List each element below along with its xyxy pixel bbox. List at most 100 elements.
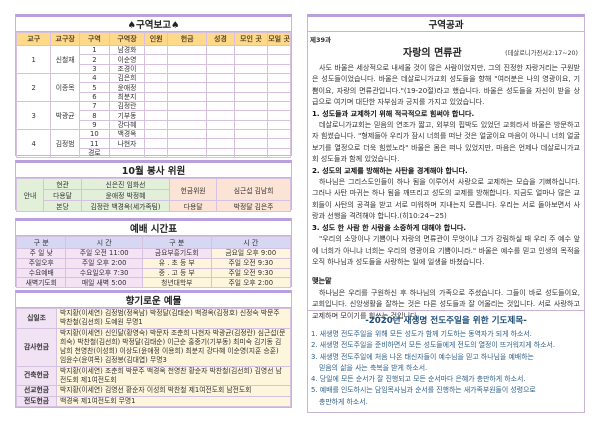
prayer-text-cont: 충만하게 하소서.: [319, 397, 368, 406]
district-report-title: ♠구역보고♠: [16, 17, 291, 32]
blank-cell[interactable]: [167, 73, 208, 84]
zone-leader: 김정란: [108, 101, 146, 112]
blank-cell[interactable]: [233, 44, 269, 56]
blank-cell[interactable]: [167, 110, 208, 121]
blank-cell[interactable]: [167, 129, 208, 140]
blank-cell[interactable]: [233, 54, 269, 65]
blank-cell[interactable]: [167, 54, 208, 65]
donor-names: 박지황(이세연) 김영선 황순자 이성희 박찬철 제1여전도회 남전도회: [56, 385, 291, 397]
table-row: 3 조경이: [17, 63, 291, 75]
table-row: 5 윤애정: [17, 82, 291, 93]
column-header: 인원: [144, 32, 169, 46]
prayer-topics: -2020년 새생명 전도주일을 위한 기도제목- 1. 새생명 전도주일을 위…: [307, 310, 585, 413]
zone-leader: 김은희: [108, 73, 146, 84]
blank-cell[interactable]: [267, 54, 291, 65]
blank-cell[interactable]: [233, 73, 269, 84]
blank-cell[interactable]: [267, 44, 291, 56]
names: 윤애정 박정혜: [81, 189, 170, 201]
table-row: 주 일 낮 주일 오전 11:00 금요부흥기도회 금요일 오후 9:00: [15, 248, 292, 259]
offering-names: 심근섭 김남희: [216, 178, 291, 201]
offering-type: 십일조: [16, 308, 57, 329]
blank-cell[interactable]: [267, 119, 291, 131]
blank-cell[interactable]: [206, 110, 235, 121]
column-header: 시 간: [210, 236, 292, 249]
blank-cell[interactable]: [233, 138, 269, 149]
blank-cell[interactable]: [233, 110, 269, 121]
zone-leader: 최분지: [108, 91, 146, 103]
blank-cell[interactable]: [206, 63, 235, 75]
service-name: 주일오후: [15, 257, 67, 269]
blank-cell[interactable]: [206, 91, 235, 103]
blank-cell[interactable]: [144, 44, 169, 56]
column-header: 모일 곳: [267, 32, 291, 46]
blank-cell[interactable]: [144, 119, 169, 131]
blank-cell[interactable]: [233, 129, 269, 140]
column-header: 구 분: [15, 236, 67, 249]
blank-cell[interactable]: [206, 54, 235, 65]
time: 수요일오후 7:30: [65, 267, 143, 279]
blank-cell[interactable]: [144, 110, 169, 121]
blank-cell[interactable]: [233, 82, 269, 93]
service-name: 청년대학부: [141, 277, 212, 289]
blank-cell[interactable]: [267, 101, 291, 112]
zone-leader: 나현자: [108, 138, 146, 149]
blank-cell[interactable]: [144, 73, 169, 84]
blank-cell[interactable]: [233, 147, 269, 159]
zone-leader: 조경이: [108, 63, 146, 75]
names: 박정달 김은주: [216, 200, 291, 212]
blank-cell[interactable]: [167, 44, 208, 56]
parish-leader: 이종목: [50, 73, 80, 103]
blank-cell[interactable]: [144, 129, 169, 140]
blank-cell[interactable]: [233, 119, 269, 131]
prayer-text: 5. 예배를 인도하시는 담임목사님과 순서를 진행하는 새가족부원들이 성령으…: [311, 386, 536, 395]
blank-cell[interactable]: [167, 147, 208, 159]
zone-leader: 백경옥: [108, 129, 146, 140]
blank-cell[interactable]: [144, 82, 169, 93]
blank-cell[interactable]: [233, 101, 269, 112]
blank-cell[interactable]: [206, 82, 235, 93]
blank-cell[interactable]: [267, 63, 291, 75]
offering-type: 전도헌금: [16, 395, 57, 407]
lesson-reference: (데살로니가전서2:17~20): [505, 50, 578, 57]
blank-cell[interactable]: [167, 82, 208, 93]
blank-cell[interactable]: [267, 91, 291, 103]
column-header: 모인 곳: [233, 32, 269, 46]
blank-cell[interactable]: [144, 91, 169, 103]
offerings: 향기로운 예물 십일조 박지황(이세연) 김정범(정옥남) 박정달(김태순) 백경…: [15, 290, 292, 408]
place: 현관: [43, 178, 82, 190]
blank-cell[interactable]: [206, 73, 235, 84]
blank-cell[interactable]: [167, 91, 208, 103]
blank-cell[interactable]: [267, 73, 291, 84]
blank-cell[interactable]: [167, 119, 208, 131]
guide-label: 안내: [16, 178, 44, 212]
blank-cell[interactable]: [206, 147, 235, 159]
service-name: 주 일 낮: [15, 248, 67, 259]
blank-cell[interactable]: [144, 138, 169, 149]
blank-cell[interactable]: [167, 101, 208, 112]
blank-cell[interactable]: [267, 82, 291, 93]
lesson-number: 제39과: [310, 36, 332, 44]
zone-no: 5: [78, 82, 110, 93]
blank-cell[interactable]: [167, 63, 208, 75]
blank-cell[interactable]: [206, 101, 235, 112]
blank-cell[interactable]: [144, 63, 169, 75]
blank-cell[interactable]: [206, 129, 235, 140]
blank-cell[interactable]: [144, 101, 169, 112]
blank-cell[interactable]: [267, 129, 291, 140]
blank-cell[interactable]: [267, 147, 291, 159]
blank-cell[interactable]: [206, 119, 235, 131]
table-row: 건축헌금 박지황(이세연) 조춘희 박문주 백경옥 천영찬 황순자 박찬철(김선희…: [16, 365, 291, 387]
blank-cell[interactable]: [267, 138, 291, 149]
blank-cell[interactable]: [267, 110, 291, 121]
blank-cell[interactable]: [233, 63, 269, 75]
service-name: 유 . 초 등 부: [141, 257, 212, 269]
blank-cell[interactable]: [206, 138, 235, 149]
blank-cell[interactable]: [233, 91, 269, 103]
zone-no: 6: [78, 91, 110, 103]
blank-cell[interactable]: [206, 44, 235, 56]
blank-cell[interactable]: [144, 147, 169, 159]
blank-cell[interactable]: [167, 138, 208, 149]
blank-cell[interactable]: [144, 54, 169, 65]
time: 주일 오후 2:00: [210, 277, 292, 289]
